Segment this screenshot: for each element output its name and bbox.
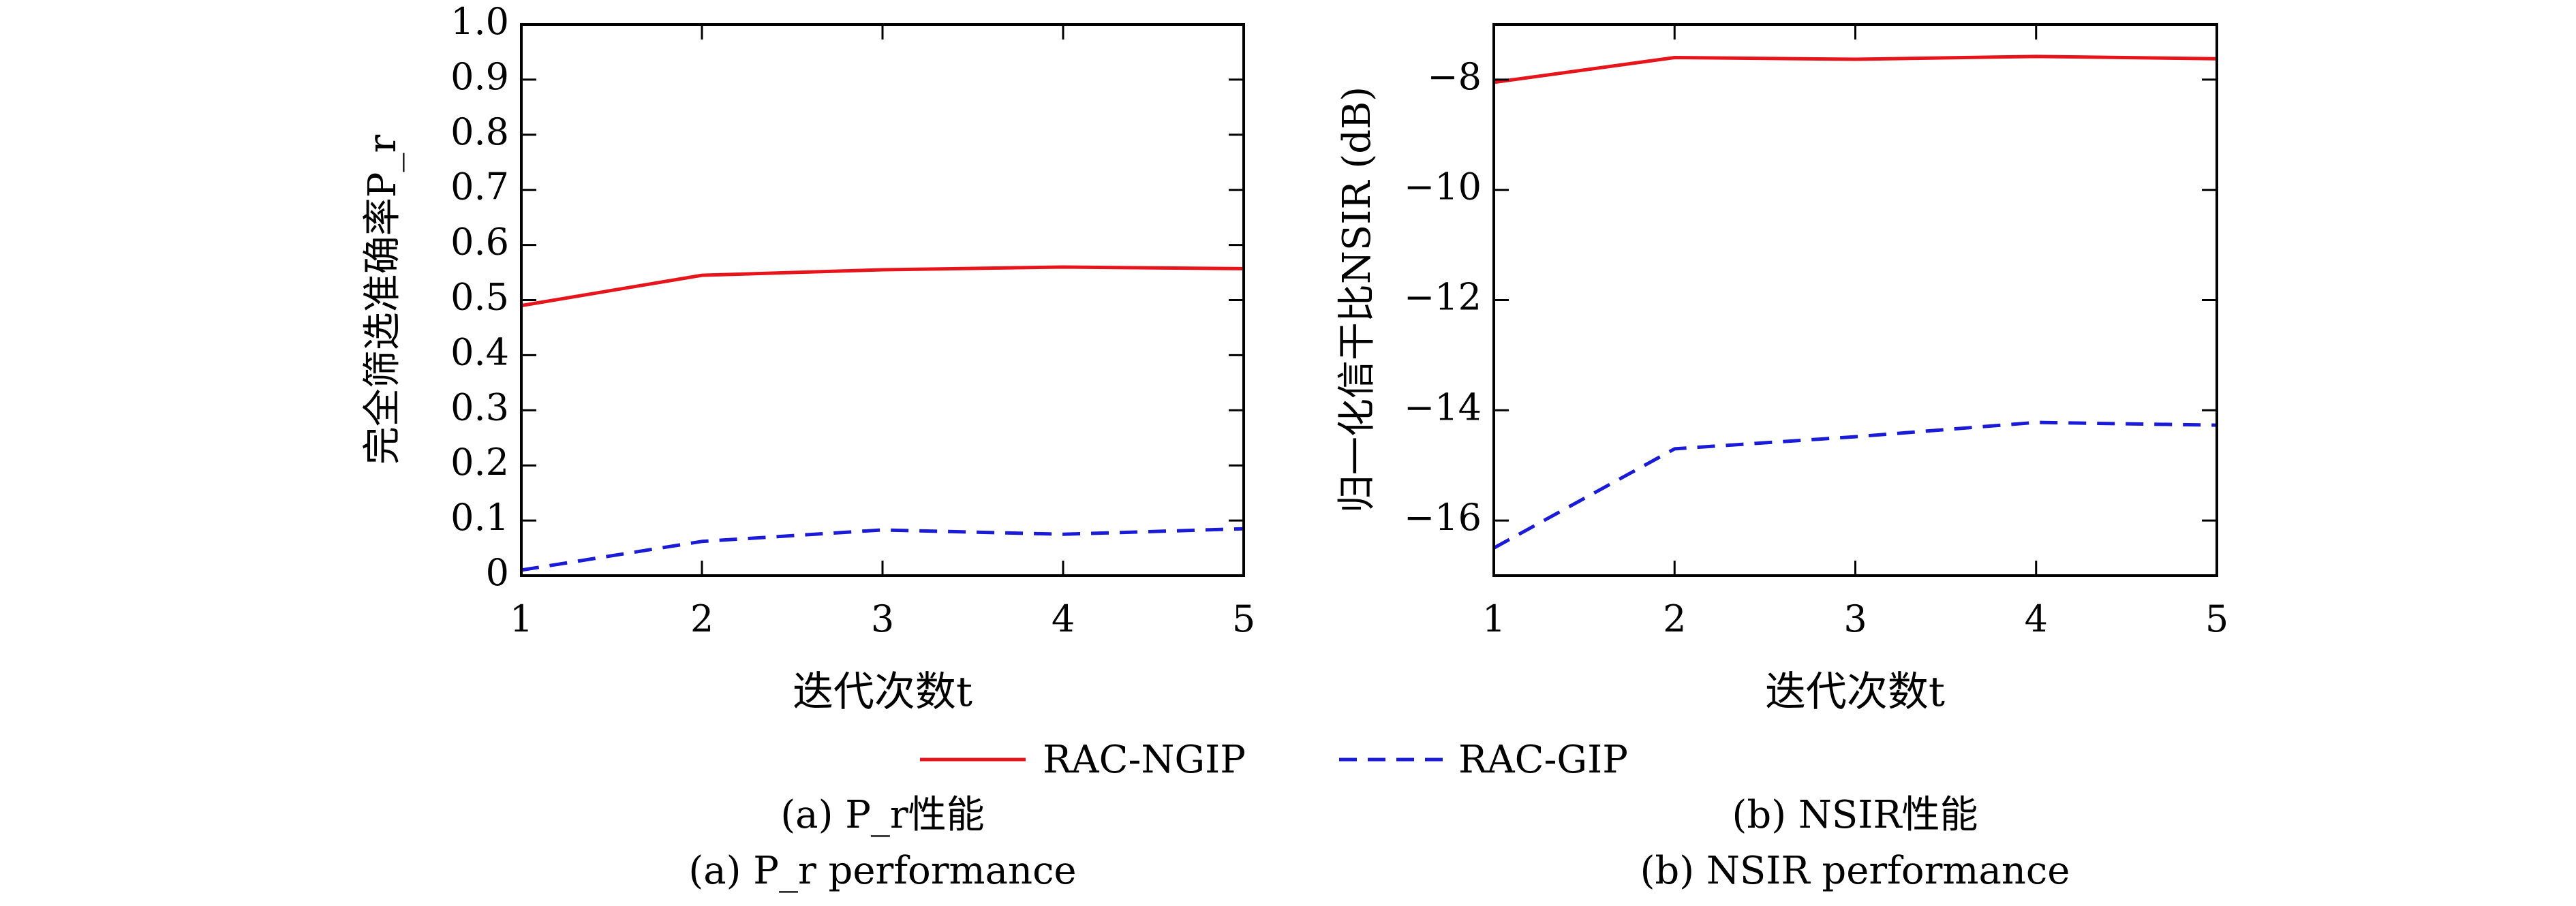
chart-a-y-axis-label: 完全筛选准确率P_r [361, 135, 405, 465]
chart-b-caption-en: (b) NSIR performance [1640, 849, 2070, 893]
chart-a-x-ticks: 1 2 3 4 5 [510, 25, 1255, 640]
legend: RAC-NGIP RAC-GIP [920, 738, 1628, 782]
chart-b-y-tick-label: −10 [1404, 166, 1482, 208]
svg-text:完全筛选准确率P_r: 完全筛选准确率P_r [361, 135, 405, 465]
chart-a-series-rac-ngip [521, 265, 1244, 308]
chart-a-y-tick-label: 0 [486, 551, 509, 594]
chart-a-y-tick-label: 1.0 [450, 0, 509, 43]
chart-a-y-axis-label-text: 完全筛选准确率P_r [361, 135, 405, 465]
chart-b-series-rac-gip [1492, 420, 2218, 550]
chart-a-series-rac-gip [521, 527, 1244, 572]
chart-b-y-tick-label: −16 [1404, 496, 1482, 539]
chart-b-x-tick-label: 2 [1663, 597, 1686, 640]
chart-a-y-tick-label: 0.4 [450, 330, 509, 373]
chart-a-y-tick-label: 0.7 [450, 166, 509, 208]
chart-b-y-axis-label: 归一化信干比NSIR (dB) [1335, 87, 1379, 513]
chart-a-caption-cn: (a) P_r性能 [780, 793, 984, 837]
chart-a: 0 0.1 0.2 0.3 0.4 0.5 0.6 0.7 0.8 0.9 1.0 1 2 3 4 5 完全… [361, 0, 1256, 716]
chart-a-x-tick-label: 1 [510, 597, 533, 640]
chart-a-x-tick-label: 5 [1232, 597, 1255, 640]
legend-label-rac-gip: RAC-GIP [1458, 738, 1628, 782]
chart-a-caption-en: (a) P_r performance [688, 849, 1076, 893]
chart-a-y-tick-label: 0.6 [450, 221, 509, 264]
chart-a-y-ticks: 0 0.1 0.2 0.3 0.4 0.5 0.6 0.7 0.8 0.9 1.0 [450, 0, 1244, 594]
chart-a-x-tick-label: 3 [871, 597, 894, 640]
chart-a-x-axis-label: 迭代次数t [793, 668, 972, 716]
chart-a-y-tick-label: 0.5 [450, 276, 509, 319]
chart-b: −16 −14 −12 −10 −8 1 2 3 4 5 归一化信干比NSIR (dB) 迭代次… [1335, 23, 2228, 716]
chart-a-y-tick-label: 0.1 [450, 496, 509, 539]
chart-b-x-tick-label: 3 [1843, 597, 1867, 640]
chart-b-y-ticks: −16 −14 −12 −10 −8 [1404, 55, 2217, 539]
chart-b-series-rac-ngip [1493, 54, 2218, 84]
chart-b-x-tick-label: 1 [1482, 597, 1505, 640]
chart-a-plot-frame [520, 23, 1245, 577]
chart-b-plot-frame [1492, 23, 2218, 577]
chart-a-x-tick-label: 2 [690, 597, 714, 640]
legend-label-rac-ngip: RAC-NGIP [1043, 738, 1246, 782]
chart-a-y-tick-label: 0.2 [450, 441, 509, 484]
chart-b-caption-cn: (b) NSIR性能 [1732, 793, 1978, 837]
chart-b-x-tick-label: 5 [2205, 597, 2228, 640]
chart-b-y-tick-label: −8 [1427, 55, 1482, 98]
chart-b-y-tick-label: −14 [1404, 386, 1482, 428]
chart-b-y-tick-label: −12 [1404, 276, 1482, 319]
chart-b-x-ticks: 1 2 3 4 5 [1482, 25, 2228, 640]
chart-a-x-tick-label: 4 [1052, 597, 1075, 640]
chart-b-series [1492, 54, 2218, 550]
chart-a-y-tick-label: 0.8 [450, 110, 509, 153]
chart-a-series [521, 265, 1244, 572]
chart-b-y-axis-label-text: 归一化信干比NSIR (dB) [1335, 87, 1379, 513]
chart-a-y-tick-label: 0.9 [450, 55, 509, 98]
chart-b-x-tick-label: 4 [2025, 597, 2048, 640]
chart-b-x-axis-label: 迭代次数t [1765, 668, 1945, 716]
svg-text:归一化信干比NSIR (dB): 归一化信干比NSIR (dB) [1335, 87, 1379, 513]
chart-a-y-tick-label: 0.3 [450, 386, 509, 428]
